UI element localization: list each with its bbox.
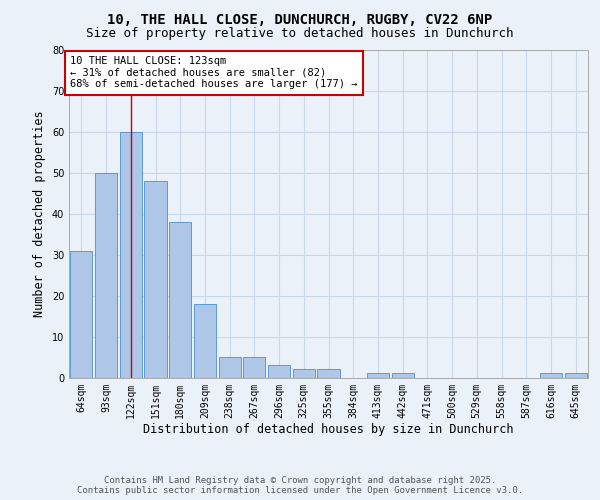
Bar: [293, 370, 315, 378]
Bar: [218, 357, 241, 378]
Text: Size of property relative to detached houses in Dunchurch: Size of property relative to detached ho…: [86, 28, 514, 40]
Bar: [540, 374, 562, 378]
Text: Contains HM Land Registry data © Crown copyright and database right 2025.
Contai: Contains HM Land Registry data © Crown c…: [77, 476, 523, 495]
Bar: [70, 250, 92, 378]
Bar: [169, 222, 191, 378]
Bar: [268, 365, 290, 378]
Bar: [367, 374, 389, 378]
Y-axis label: Number of detached properties: Number of detached properties: [33, 110, 46, 317]
Bar: [119, 132, 142, 378]
Bar: [317, 370, 340, 378]
Bar: [392, 374, 414, 378]
Text: 10 THE HALL CLOSE: 123sqm
← 31% of detached houses are smaller (82)
68% of semi-: 10 THE HALL CLOSE: 123sqm ← 31% of detac…: [70, 56, 358, 90]
Bar: [243, 357, 265, 378]
X-axis label: Distribution of detached houses by size in Dunchurch: Distribution of detached houses by size …: [143, 423, 514, 436]
Text: 10, THE HALL CLOSE, DUNCHURCH, RUGBY, CV22 6NP: 10, THE HALL CLOSE, DUNCHURCH, RUGBY, CV…: [107, 12, 493, 26]
Bar: [95, 173, 117, 378]
Bar: [565, 374, 587, 378]
Bar: [194, 304, 216, 378]
Bar: [145, 181, 167, 378]
